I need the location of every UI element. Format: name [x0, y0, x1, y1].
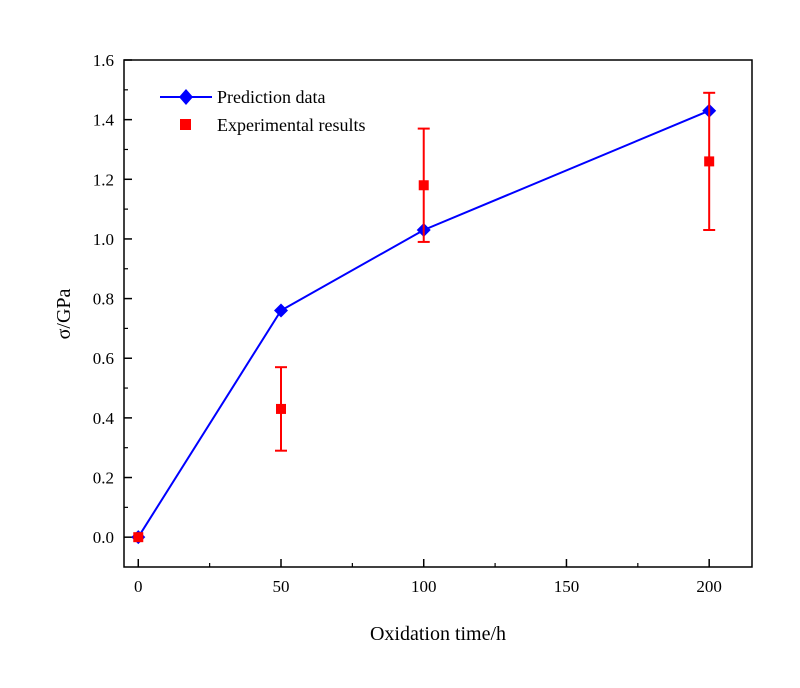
legend-label-prediction: Prediction data [217, 87, 325, 107]
x-axis-title: Oxidation time/h [370, 623, 506, 645]
y-tick-label: 0.4 [93, 409, 115, 428]
x-tick-label: 150 [554, 577, 580, 596]
experimental-marker [704, 156, 715, 167]
prediction-marker [274, 303, 288, 318]
y-tick-label: 1.2 [93, 170, 114, 189]
legend-marker-experimental [180, 119, 191, 130]
legend-marker-prediction [179, 89, 193, 105]
x-tick-label: 0 [134, 577, 143, 596]
experimental-marker [418, 180, 429, 191]
x-axis-ticks: 0 50 100 150 200 [134, 559, 722, 596]
y-axis-ticks: 0.0 0.2 0.4 0.6 0.8 1.0 1.2 1.4 1.6 [93, 51, 132, 547]
x-tick-label: 200 [696, 577, 722, 596]
y-tick-label: 0.0 [93, 528, 114, 547]
legend: Prediction data Experimental results [160, 87, 365, 135]
y-tick-label: 1.0 [93, 230, 114, 249]
y-tick-label: 0.2 [93, 469, 114, 488]
experimental-marker [133, 532, 144, 543]
legend-label-experimental: Experimental results [217, 115, 365, 135]
y-axis-title: σ/GPa [53, 288, 75, 339]
x-tick-label: 50 [273, 577, 290, 596]
series-layer [131, 91, 717, 545]
prediction-line [137, 109, 710, 538]
y-tick-label: 1.6 [93, 51, 114, 70]
y-tick-label: 0.6 [93, 349, 114, 368]
y-tick-label: 0.8 [93, 290, 114, 309]
plot-frame [123, 59, 753, 568]
x-tick-label: 100 [411, 577, 437, 596]
experimental-marker [276, 403, 286, 414]
y-tick-label: 1.4 [93, 111, 115, 130]
